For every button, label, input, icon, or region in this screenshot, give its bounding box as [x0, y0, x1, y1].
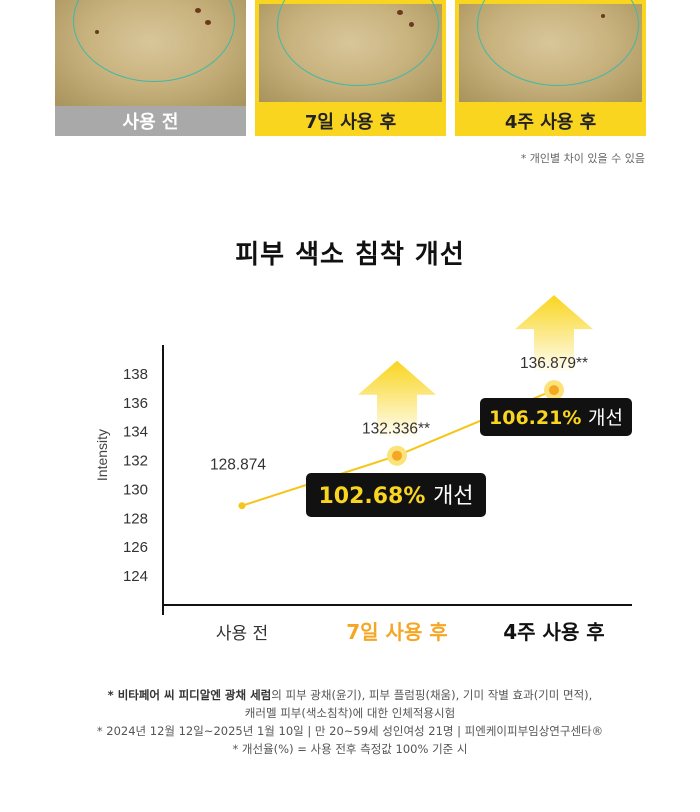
footer-line-1: * 비타페어 씨 피디알엔 광채 세럼의 피부 광채(윤기), 피부 플럼핑(채… [0, 686, 700, 704]
photo-7days: 7일 사용 후 [255, 0, 446, 136]
disclaimer-note: * 개인별 차이 있을 수 있음 [520, 152, 645, 165]
improvement-badge [480, 398, 632, 436]
y-tick-label: 124 [123, 568, 148, 585]
footer-notes: * 비타페어 씨 피디알엔 광채 세럼의 피부 광채(윤기), 피부 플럼핑(채… [0, 686, 700, 758]
data-point [549, 385, 559, 396]
footer-line-4: * 개선율(%) = 사용 전후 측정값 100% 기준 시 [232, 742, 468, 756]
chart-title: 피부 색소 침착 개선 [235, 240, 465, 270]
y-axis-label: Intensity [94, 429, 110, 481]
improvement-arrow [515, 295, 593, 372]
pigment-spot [195, 8, 201, 13]
pigment-spot [397, 10, 403, 15]
photo-before: 사용 전 [55, 0, 246, 136]
photo-caption: 4주 사용 후 [455, 106, 646, 136]
y-tick-label: 126 [123, 539, 148, 556]
improvement-percent: 102.68% [318, 484, 433, 509]
improvement-badge [306, 473, 486, 517]
footer-line-1-rest: 의 피부 광채(윤기), 피부 플럼핑(채움), 기미 작별 효과(기미 면적)… [271, 688, 593, 702]
measure-circle [477, 0, 639, 86]
x-category-label: 4주 사용 후 [503, 620, 604, 644]
photo-comparison: 사용 전 7일 사용 후 4주 사용 후 [0, 0, 700, 140]
improvement-word: 개선 [433, 484, 473, 509]
y-tick-label: 136 [123, 395, 148, 412]
x-category-label: 7일 사용 후 [346, 620, 447, 644]
footer-line-3: * 2024년 12월 12일~2025년 1월 10일 | 만 20~59세 … [96, 724, 604, 738]
improvement-label: 106.21% 개선 [489, 407, 623, 429]
photo-4weeks: 4주 사용 후 [455, 0, 646, 136]
improvement-word: 개선 [588, 407, 623, 429]
data-value-label: 132.336** [362, 421, 430, 438]
data-value-label: 136.879** [520, 355, 588, 372]
skin-photo [255, 0, 446, 106]
pigment-spot [205, 20, 211, 25]
improvement-label: 102.68% 개선 [318, 484, 473, 509]
photo-caption: 사용 전 [55, 106, 246, 136]
pigment-spot [95, 30, 99, 34]
data-point [392, 450, 402, 461]
y-tick-label: 132 [123, 453, 148, 470]
skin-photo [455, 0, 646, 106]
pigment-spot [409, 22, 414, 27]
product-name: * 비타페어 씨 피디알엔 광채 세럼 [107, 688, 272, 702]
measure-circle [277, 0, 439, 86]
pigment-spot [601, 14, 605, 18]
x-category-label: 사용 전 [216, 624, 268, 644]
footer-line-2: 캐러멜 피부(색소침착)에 대한 인체적용시험 [244, 706, 456, 720]
y-tick-label: 134 [123, 424, 148, 441]
improvement-arrow [358, 360, 436, 437]
intensity-chart: 124 126 128 130 132 134 136 138 Intensity 사용 전 7일 … [94, 295, 632, 644]
photo-caption: 7일 사용 후 [255, 106, 446, 136]
improvement-percent: 106.21% [489, 407, 588, 429]
y-tick-label: 138 [123, 366, 148, 383]
y-tick-label: 130 [123, 481, 148, 498]
y-tick-label: 128 [123, 510, 148, 527]
data-point [238, 502, 246, 510]
data-value-label: 128.874 [210, 457, 266, 474]
skin-photo [55, 0, 246, 106]
measure-circle [73, 0, 235, 82]
